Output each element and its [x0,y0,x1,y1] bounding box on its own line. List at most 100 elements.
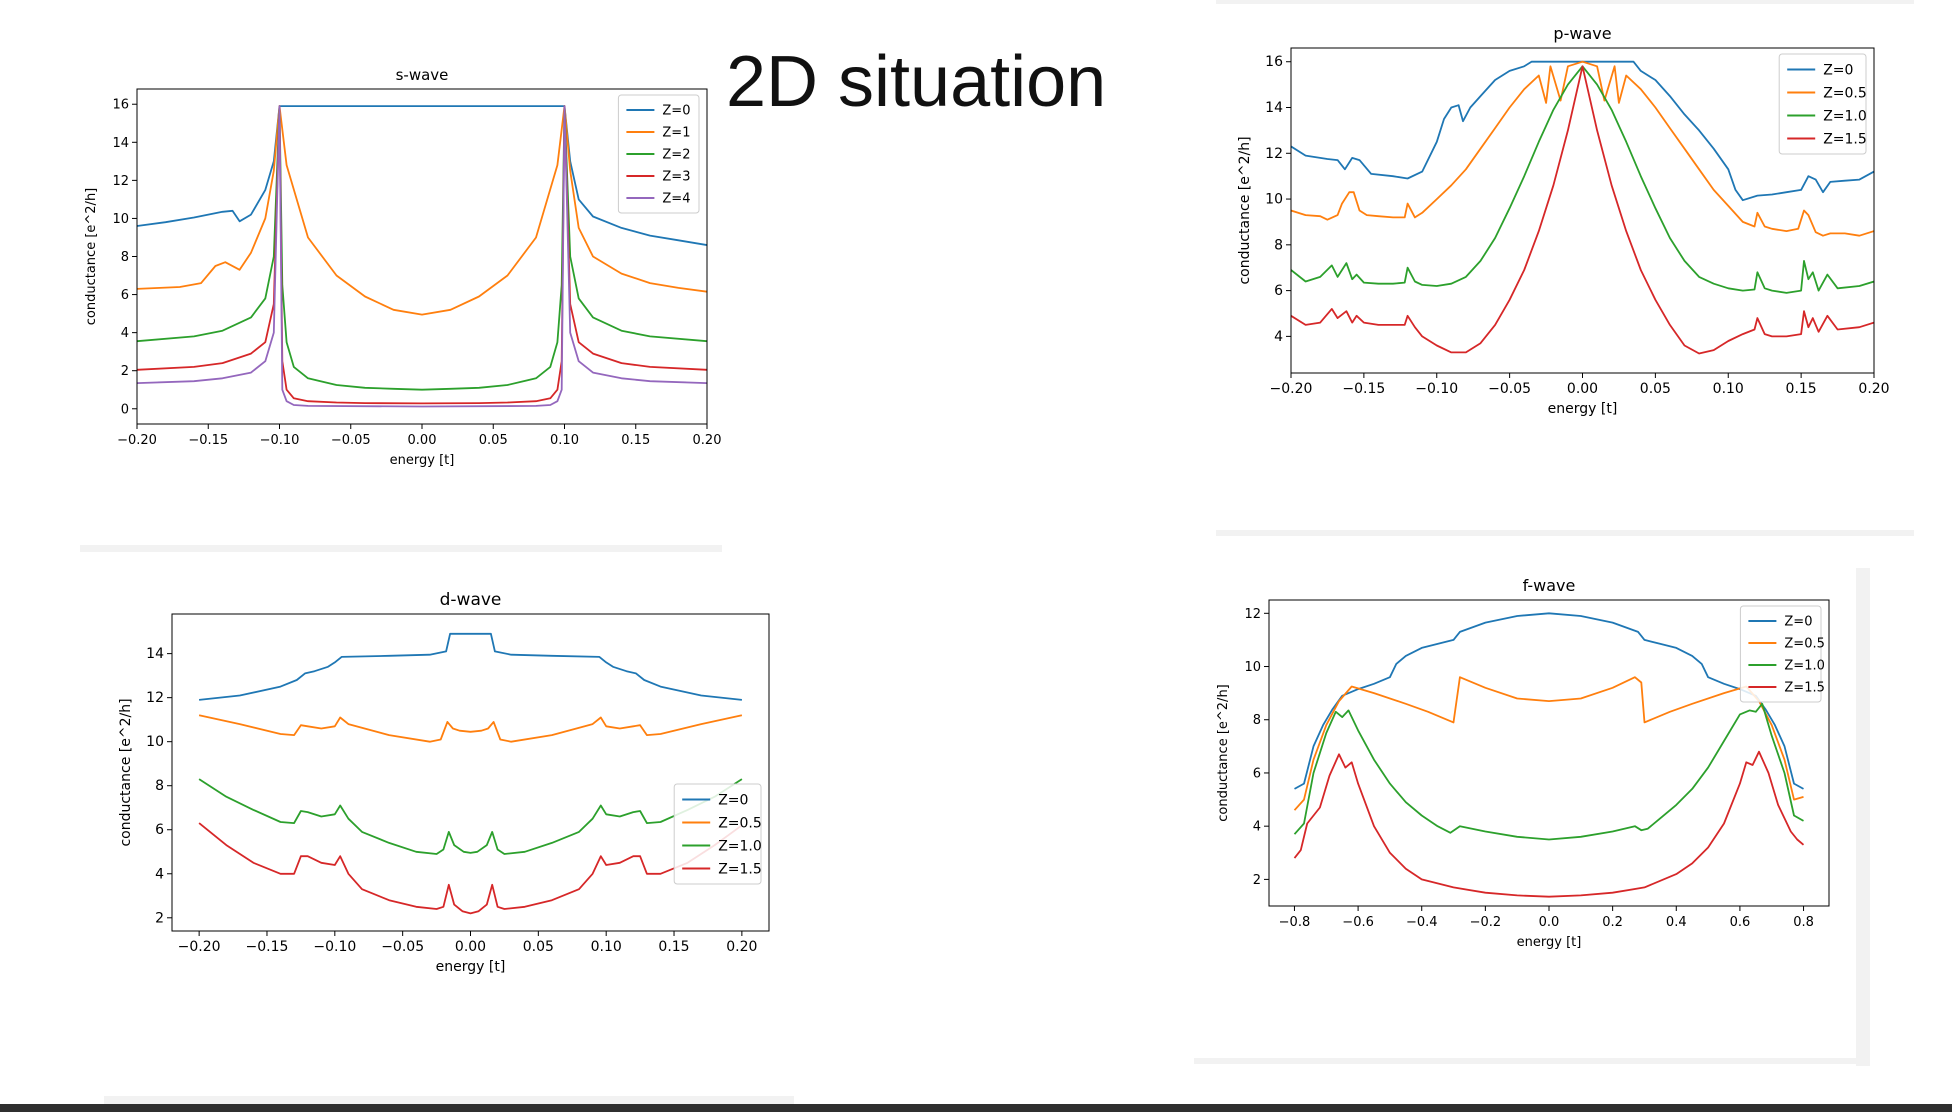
x-tick-label: −0.10 [260,433,300,448]
x-tick-label: 0.0 [1539,915,1560,930]
legend-label: Z=1.5 [718,862,762,878]
x-tick-label: −0.8 [1279,915,1311,930]
series-line-z-0 [1291,60,1874,202]
series-line-z-1-0 [1293,702,1804,841]
x-tick-label: −0.20 [117,433,157,448]
chart-title: d-wave [440,590,502,610]
legend: Z=0 Z=1 Z=2 Z=3 Z=4 [617,94,700,214]
series-line-z-4 [137,105,707,408]
series-line-z-0-5 [1293,676,1804,811]
x-tick-label: 0.20 [1858,381,1889,397]
legend-label: Z=0 [662,104,690,119]
legend-label: Z=0 [1823,63,1853,79]
y-axis-label: conductance [e^2/h] [1237,136,1253,284]
x-tick-label: −0.2 [1470,915,1502,930]
y-tick-label: 8 [1253,713,1261,728]
legend-label: Z=1.0 [1823,109,1867,125]
legend-label: Z=4 [662,192,690,207]
panel-right-border [1856,568,1870,1066]
x-tick-label: −0.15 [188,433,228,448]
y-tick-label: 6 [121,288,129,303]
slide-title: 2D situation [726,42,1107,122]
series-line-z-1-0 [198,778,743,855]
x-axis-label: energy [t] [390,453,455,468]
f-wave-panel: f-wave −0.8 −0.6 −0.4 −0.2 0.0 0.2 0.4 0.6 0.8 2 4 6… [1194,568,1870,1066]
y-tick-label: 12 [1265,146,1283,162]
legend-label: Z=0.5 [718,816,762,832]
y-axis-label: conductance [e^2/h] [118,698,134,846]
legend-label: Z=1.0 [1784,659,1824,674]
x-axis-label: energy [t] [1517,935,1582,950]
legend: Z=0 Z=0.5 Z=1.0 Z=1.5 [1778,53,1867,155]
x-tick-label: −0.4 [1406,915,1438,930]
y-tick-label: 10 [112,212,129,227]
panel-top-border [1216,0,1914,4]
series-line-z-1-5 [198,822,743,915]
series-line-z-1 [137,105,707,316]
x-tick-label: 0.15 [1786,381,1817,397]
x-tick-label: 0.15 [621,433,650,448]
x-tick-label: 0.20 [693,433,722,448]
y-tick-label: 4 [121,326,129,341]
x-tick-label: 0.4 [1666,915,1687,930]
series-line-z-1-5 [1293,750,1805,898]
x-tick-label: −0.15 [1342,381,1385,397]
x-tick-label: 0.15 [658,939,689,955]
d-wave-panel: d-wave −0.20 −0.15 −0.10 −0.05 0.00 0.05 0.10 0.… [104,576,794,1110]
y-tick-label: 8 [121,250,129,265]
d-wave-chart: d-wave −0.20 −0.15 −0.10 −0.05 0.00 0.05 0.10 0.… [118,590,770,975]
series-line-z-0-5 [198,714,743,743]
y-tick-label: 2 [155,910,164,926]
p-wave-chart: p-wave −0.20 −0.15 −0.10 −0.05 0.00 0.05 0.10 0.… [1237,24,1890,417]
x-tick-label: −0.10 [313,939,356,955]
legend-box [1739,605,1822,703]
y-tick-label: 2 [121,364,129,379]
x-tick-label: 0.10 [591,939,622,955]
legend: Z=0 Z=0.5 Z=1.0 Z=1.5 [1739,605,1825,703]
x-tick-label: 0.05 [1640,381,1671,397]
y-tick-label: 10 [146,734,164,750]
x-axis-label: energy [t] [436,959,506,975]
y-tick-label: 14 [112,136,129,151]
y-tick-label: 12 [1244,607,1261,622]
s-wave-chart: s-wave −0.20 −0.15 −0.10 −0.05 0.00 0.05 0.10 0.… [84,66,722,468]
legend-box [673,783,762,885]
x-tick-label: −0.20 [1270,381,1313,397]
y-tick-label: 16 [1265,54,1283,70]
x-tick-label: −0.20 [178,939,221,955]
legend-box [617,94,700,214]
series-line-z-0-5 [1291,60,1874,237]
x-tick-label: −0.6 [1342,915,1374,930]
y-tick-label: 12 [146,690,164,706]
y-tick-label: 4 [1253,820,1261,835]
x-tick-label: 0.8 [1793,915,1814,930]
bottom-bar [0,1104,1952,1112]
p-wave-panel: p-wave −0.20 −0.15 −0.10 −0.05 0.00 0.05 0.10 0.… [1216,0,1914,538]
x-tick-label: 0.00 [455,939,486,955]
series-group [198,632,743,915]
y-tick-label: 10 [1244,660,1261,675]
x-tick-label: 0.05 [523,939,554,955]
series-group [1291,60,1874,355]
y-tick-label: 14 [1265,100,1283,116]
y-axis-label: conductance [e^2/h] [1216,684,1231,821]
y-tick-label: 8 [155,778,164,794]
series-group [137,105,707,408]
s-wave-panel: s-wave −0.20 −0.15 −0.10 −0.05 0.00 0.05 0.10 0.… [80,55,722,553]
legend-label: Z=0.5 [1784,637,1824,652]
legend-label: Z=3 [662,170,690,185]
legend-label: Z=1.5 [1823,132,1867,148]
panel-bottom-border [1194,1058,1864,1064]
x-tick-label: 0.6 [1730,915,1751,930]
series-group [1293,612,1805,898]
x-tick-label: 0.2 [1602,915,1623,930]
series-line-z-1-5 [1291,65,1874,355]
y-tick-label: 16 [112,98,129,113]
y-tick-label: 0 [121,402,129,417]
legend: Z=0 Z=0.5 Z=1.0 Z=1.5 [673,783,762,885]
panel-bottom-border [80,545,722,552]
x-tick-label: −0.05 [1488,381,1531,397]
legend-label: Z=0 [718,793,748,809]
x-tick-label: 0.05 [479,433,508,448]
series-line-z-2 [137,105,707,391]
